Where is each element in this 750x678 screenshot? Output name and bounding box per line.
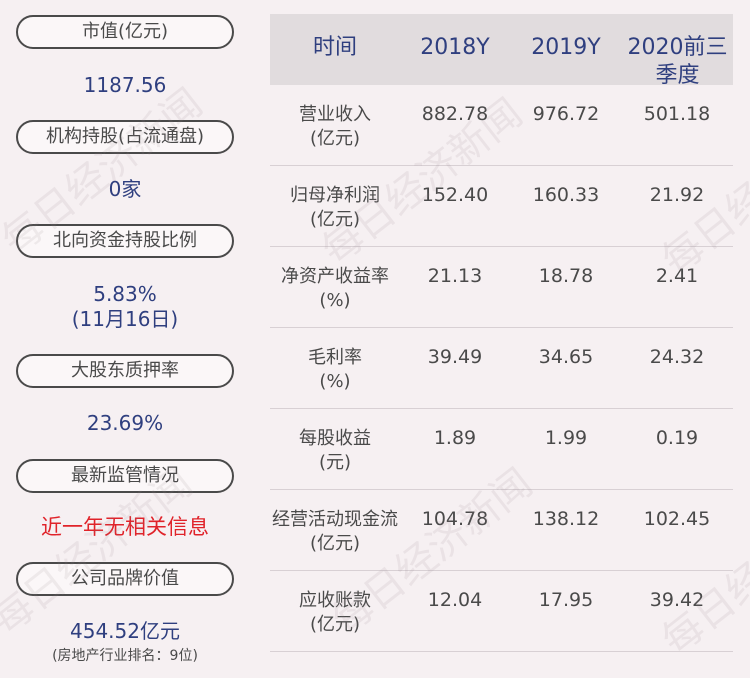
institution-holding-label: 机构持股(占流通盘) [16,120,234,154]
metric-label: 应收账款 (亿元) [299,590,371,635]
table-row: 每股收益 (元) 1.89 1.99 0.19 [270,409,733,490]
value-2020q3: 21.92 [649,184,705,206]
value-2019: 18.78 [538,265,594,287]
metric-label: 净资产收益率 (%) [281,266,389,311]
regulation-label: 最新监管情况 [16,459,234,493]
metric-label: 归母净利润 (亿元) [290,185,380,230]
left-panel: 市值(亿元) 1187.56 机构持股(占流通盘) 0家 北向资金持股比例 5.… [0,0,250,678]
value-2019: 138.12 [532,508,600,530]
table-row: 应收账款 (亿元) 12.04 17.95 39.42 [270,571,733,652]
value-2020q3: 102.45 [643,508,711,530]
brand-value-value: 454.52亿元 [70,619,180,643]
northbound-ratio-label: 北向资金持股比例 [16,224,234,258]
value-2018: 152.40 [421,184,489,206]
table-row: 毛利率 (%) 39.49 34.65 24.32 [270,328,733,409]
header-2019: 2019Y [531,35,601,60]
header-2020q3: 2020前三季度 [627,35,728,88]
table-row: 净资产收益率 (%) 21.13 18.78 2.41 [270,247,733,328]
pledge-ratio-value: 23.69% [86,411,164,435]
metric-label: 营业收入 (亿元) [299,104,371,149]
metric-label: 经营活动现金流 (亿元) [272,509,398,554]
value-2020q3: 2.41 [655,265,699,287]
value-2020q3: 39.42 [649,589,705,611]
value-2018: 882.78 [421,103,489,125]
value-2018: 1.89 [433,427,477,449]
value-2019: 1.99 [544,427,588,449]
brand-value-label: 公司品牌价值 [16,562,234,596]
value-2018: 39.49 [427,346,483,368]
northbound-ratio-date: (11月16日) [71,307,179,331]
metric-label: 每股收益 (元) [299,428,371,473]
metric-label: 毛利率 (%) [308,347,362,392]
table-row: 归母净利润 (亿元) 152.40 160.33 21.92 [270,166,733,247]
northbound-ratio-value: 5.83% [93,282,157,306]
value-2018: 12.04 [427,589,483,611]
table-header: 时间 2018Y 2019Y 2020前三季度 [270,14,733,88]
pledge-ratio-label: 大股东质押率 [16,354,234,388]
value-2020q3: 501.18 [643,103,711,125]
value-2019: 160.33 [532,184,600,206]
table-row: 营业收入 (亿元) 882.78 976.72 501.18 [270,85,733,166]
value-2019: 34.65 [538,346,594,368]
regulation-value: 近一年无相关信息 [41,515,209,539]
institution-holding-value: 0家 [108,177,142,201]
brand-rank-note: (房地产行业排名：9位) [52,648,198,664]
financial-table: 时间 2018Y 2019Y 2020前三季度 营业收入 (亿元) 882.78 … [270,14,733,652]
value-2020q3: 24.32 [649,346,705,368]
table-row: 经营活动现金流 (亿元) 104.78 138.12 102.45 [270,490,733,571]
header-2018: 2018Y [420,35,490,60]
header-time: 时间 [312,35,357,60]
value-2018: 104.78 [421,508,489,530]
value-2019: 17.95 [538,589,594,611]
value-2018: 21.13 [427,265,483,287]
market-cap-label: 市值(亿元) [16,15,234,49]
value-2020q3: 0.19 [655,427,699,449]
market-cap-value: 1187.56 [83,73,167,97]
value-2019: 976.72 [532,103,600,125]
